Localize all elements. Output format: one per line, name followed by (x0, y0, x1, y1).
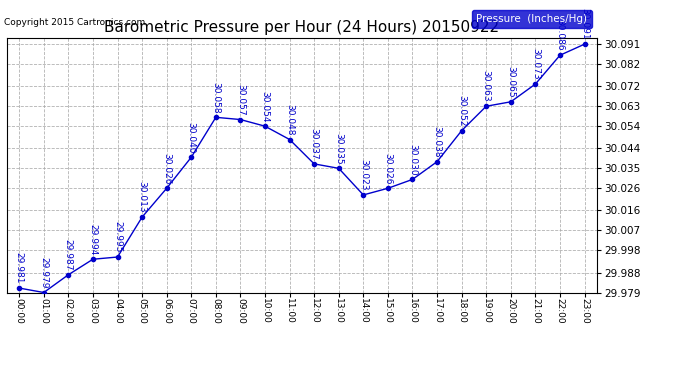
Text: 30.040: 30.040 (187, 122, 196, 153)
Text: 29.994: 29.994 (88, 224, 97, 255)
Text: Copyright 2015 Cartronics.com: Copyright 2015 Cartronics.com (4, 18, 145, 27)
Text: 30.073: 30.073 (531, 48, 540, 80)
Text: 30.037: 30.037 (310, 128, 319, 160)
Text: 29.979: 29.979 (39, 257, 48, 288)
Text: 30.030: 30.030 (408, 144, 417, 175)
Text: 30.063: 30.063 (482, 70, 491, 102)
Text: 30.026: 30.026 (162, 153, 171, 184)
Text: 30.065: 30.065 (506, 66, 515, 98)
Text: 30.058: 30.058 (211, 81, 220, 113)
Text: 30.048: 30.048 (285, 104, 294, 135)
Text: 29.981: 29.981 (14, 252, 23, 284)
Text: 30.026: 30.026 (384, 153, 393, 184)
Title: Barometric Pressure per Hour (24 Hours) 20150922: Barometric Pressure per Hour (24 Hours) … (104, 20, 500, 35)
Text: 30.052: 30.052 (457, 95, 466, 126)
Text: 30.013: 30.013 (137, 182, 146, 213)
Text: 30.038: 30.038 (433, 126, 442, 158)
Text: 30.091: 30.091 (580, 8, 589, 40)
Text: 30.054: 30.054 (261, 90, 270, 122)
Text: 29.995: 29.995 (113, 221, 122, 253)
Text: 30.035: 30.035 (334, 132, 343, 164)
Text: 30.086: 30.086 (555, 20, 564, 51)
Legend: Pressure  (Inches/Hg): Pressure (Inches/Hg) (473, 9, 591, 28)
Text: 30.023: 30.023 (359, 159, 368, 191)
Text: 29.987: 29.987 (64, 239, 73, 271)
Text: 30.057: 30.057 (236, 84, 245, 116)
